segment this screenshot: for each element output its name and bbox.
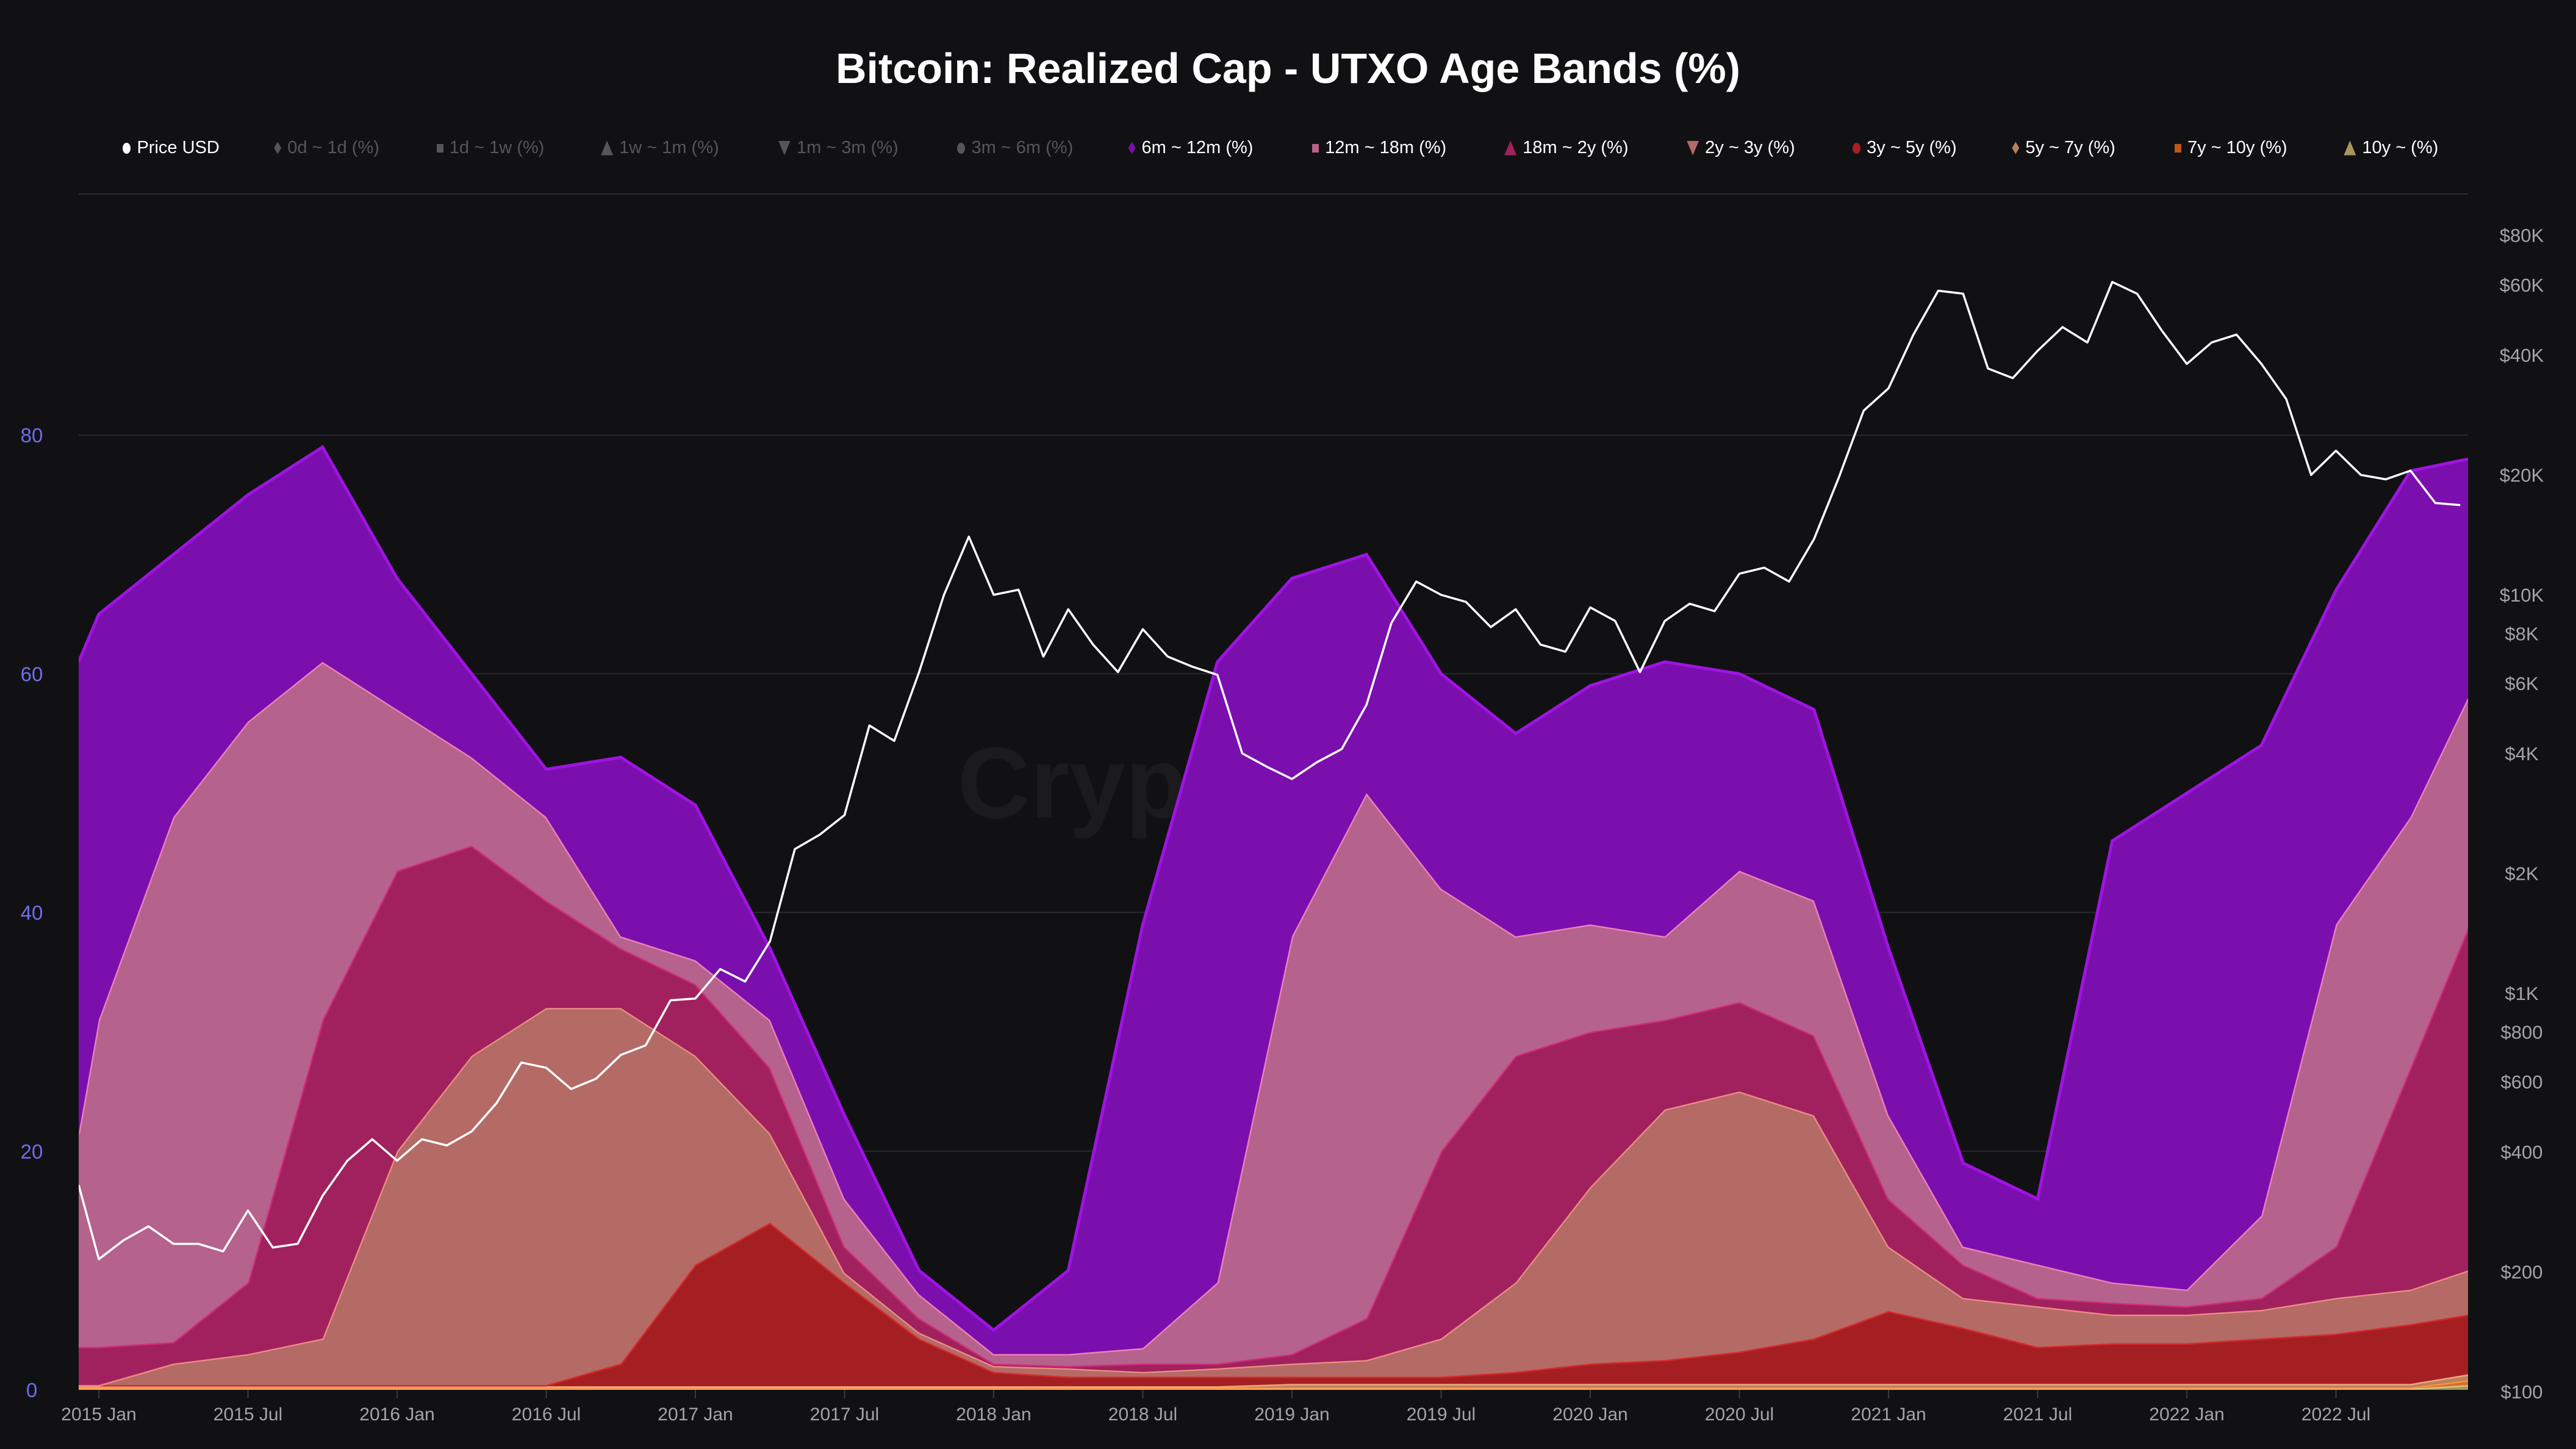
stacked-areas	[79, 281, 2468, 1390]
right-axis-tick-label: $200	[2501, 1261, 2543, 1282]
x-axis-tick-label: 2018 Jan	[956, 1404, 1031, 1425]
legend-label: 18m ~ 2y (%)	[1523, 138, 1629, 157]
x-axis-tick-label: 2019 Jan	[1254, 1404, 1329, 1425]
legend-label: 5y ~ 7y (%)	[2025, 138, 2115, 157]
legend-label: 1m ~ 3m (%)	[796, 138, 899, 157]
legend-item[interactable]: 1w ~ 1m (%)	[601, 138, 719, 158]
x-axis-tick-label: 2021 Jul	[2003, 1404, 2072, 1425]
area-3y-5y	[79, 1223, 2468, 1387]
left-axis-tick-label: 80	[21, 424, 43, 447]
legend-item[interactable]: 12m ~ 18m (%)	[1312, 138, 1446, 158]
left-axis-tick-label: 20	[21, 1140, 43, 1163]
legend-item[interactable]: 2y ~ 3y (%)	[1687, 138, 1795, 158]
legend-label: Price USD	[137, 138, 220, 157]
legend-label: 3y ~ 5y (%)	[1867, 138, 1957, 157]
legend-label: 0d ~ 1d (%)	[287, 138, 379, 157]
legend-item[interactable]: 6m ~ 12m (%)	[1128, 138, 1254, 158]
right-axis-tick-label: $800	[2501, 1021, 2543, 1043]
square-marker-icon	[2174, 143, 2181, 153]
right-axis-tick-label: $100	[2501, 1381, 2543, 1403]
right-axis-tick-label: $60K	[2500, 275, 2544, 296]
price-usd-line	[79, 281, 2461, 1260]
diamond-marker-icon	[1128, 142, 1136, 154]
x-axis-tick-label: 2015 Jul	[213, 1404, 282, 1425]
right-axis-tick-label: $40K	[2500, 345, 2544, 366]
circle-marker-icon	[957, 142, 966, 154]
legend-label: 2y ~ 3y (%)	[1705, 138, 1795, 157]
x-axis-tick-label: 2017 Jan	[658, 1404, 733, 1425]
left-axis-tick-label: 60	[21, 663, 43, 685]
right-axis-tick-label: $80K	[2500, 225, 2544, 246]
legend-label: 6m ~ 12m (%)	[1141, 138, 1254, 157]
x-axis-tick-label: 2016 Jul	[512, 1404, 581, 1425]
right-axis-tick-label: $8K	[2505, 623, 2538, 644]
right-axis-tick-label: $6K	[2505, 673, 2538, 694]
legend-item[interactable]: 7y ~ 10y (%)	[2174, 138, 2287, 158]
x-axis-tick-label: 2016 Jan	[359, 1404, 434, 1425]
right-axis-tick-label: $10K	[2500, 584, 2544, 606]
legend-label: 1w ~ 1m (%)	[619, 138, 719, 157]
x-axis-tick-label: 2022 Jan	[2149, 1404, 2224, 1425]
chart-title: Bitcoin: Realized Cap - UTXO Age Bands (…	[835, 45, 1741, 92]
x-axis-tick-label: 2020 Jan	[1552, 1404, 1627, 1425]
x-axis-tick-label: 2021 Jan	[1851, 1404, 1926, 1425]
x-axis-tick-label: 2020 Jul	[1705, 1404, 1774, 1425]
legend-label: 7y ~ 10y (%)	[2187, 138, 2287, 157]
legend-label: 10y ~ (%)	[2362, 138, 2439, 157]
diamond-marker-icon	[274, 142, 282, 154]
legend-item[interactable]: 1d ~ 1w (%)	[436, 138, 545, 158]
x-axis-tick-label: 2018 Jul	[1108, 1404, 1177, 1425]
right-axis-tick-label: $400	[2501, 1142, 2543, 1163]
square-marker-icon	[1312, 143, 1319, 153]
legend-item[interactable]: 5y ~ 7y (%)	[2012, 138, 2115, 158]
right-axis-tick-label: $1K	[2505, 983, 2538, 1004]
right-axis-tick-label: $600	[2501, 1071, 2543, 1093]
area-6m-12m	[79, 447, 2468, 1354]
right-axis-tick-label: $20K	[2500, 464, 2544, 486]
circle-marker-icon	[1853, 142, 1861, 154]
legend-item[interactable]: 0d ~ 1d (%)	[274, 138, 379, 158]
left-axis-tick-label: 0	[26, 1379, 37, 1401]
diamond-marker-icon	[2012, 142, 2020, 154]
x-axis-tick-label: 2022 Jul	[2302, 1404, 2370, 1425]
right-axis-tick-label: $4K	[2505, 743, 2538, 764]
legend-label: 12m ~ 18m (%)	[1325, 138, 1447, 157]
right-axis-tick-label: $2K	[2505, 863, 2538, 884]
area-edge-line	[79, 445, 2468, 1332]
area-18m-2y	[79, 846, 2468, 1386]
left-axis-tick-label: 40	[21, 902, 43, 924]
legend-item[interactable]: 3y ~ 5y (%)	[1853, 138, 1957, 158]
legend-label: 3m ~ 6m (%)	[971, 138, 1074, 157]
area-12m-18m	[79, 661, 2468, 1366]
x-axis-tick-label: 2017 Jul	[810, 1404, 879, 1425]
legend-item[interactable]: Price USD	[123, 138, 220, 158]
legend-item[interactable]: 18m ~ 2y (%)	[1504, 138, 1629, 158]
legend-item[interactable]: 3m ~ 6m (%)	[957, 138, 1073, 158]
legend-item[interactable]: 10y ~ (%)	[2344, 138, 2438, 158]
legend-item[interactable]: 1m ~ 3m (%)	[778, 138, 899, 158]
x-axis-tick-label: 2015 Jan	[61, 1404, 136, 1425]
x-axis-tick-label: 2019 Jul	[1407, 1404, 1476, 1425]
circle-marker-icon	[123, 142, 131, 154]
square-marker-icon	[436, 143, 443, 153]
area-2y-3y	[79, 1008, 2468, 1386]
legend-label: 1d ~ 1w (%)	[449, 138, 545, 157]
